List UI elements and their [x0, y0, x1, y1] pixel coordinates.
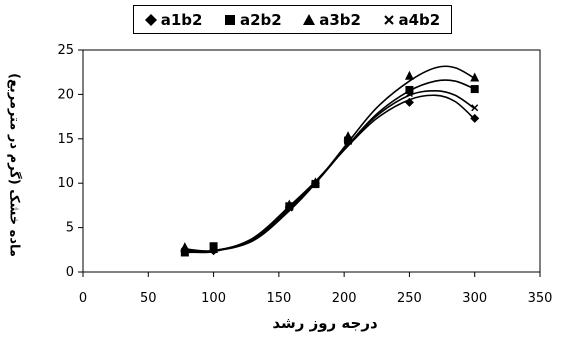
y-axis-label: ماده خشک (گرم در مترمربع) [6, 73, 22, 257]
legend-label-a1b2: a1b2 [160, 10, 203, 29]
legend-entry-a3b2: a3b2 [303, 11, 361, 29]
trendline-a1b2 [184, 94, 476, 254]
legend-entry-a4b2: a4b2 [383, 10, 441, 29]
point-a2b2 [405, 85, 414, 94]
y-tick-label: 5 [66, 221, 74, 236]
point-a1b2 [470, 113, 480, 123]
x-tick-label: 100 [201, 291, 226, 306]
x-marker-icon [383, 14, 394, 25]
point-a4b2 [471, 104, 479, 112]
x-tick-label: 300 [462, 291, 487, 306]
point-a3b2 [209, 243, 219, 253]
trendline-a4b2 [184, 90, 476, 253]
point-a3b2 [310, 177, 320, 187]
point-a3b2 [470, 72, 480, 82]
point-a4b2 [311, 179, 319, 187]
point-a4b2 [210, 246, 218, 254]
y-tick-label: 0 [66, 265, 74, 280]
x-tick-label: 150 [266, 291, 291, 306]
legend-label-a4b2: a4b2 [398, 10, 441, 29]
point-a4b2 [405, 89, 413, 98]
point-a2b2 [180, 248, 189, 257]
legend-label-a3b2: a3b2 [319, 10, 361, 29]
point-a3b2 [404, 70, 414, 80]
y-tick-label: 25 [57, 43, 74, 58]
plot-frame [82, 49, 541, 273]
point-a4b2 [344, 136, 352, 144]
y-axis-label-container: ماده خشک (گرم در مترمربع) [2, 60, 26, 270]
legend: a1b2 a2b2 a3b2 a4b2 [133, 5, 452, 34]
x-tick-label: 0 [79, 291, 87, 306]
y-tick-label: 15 [57, 132, 74, 147]
point-a2b2 [470, 85, 479, 94]
x-tick-label: 50 [140, 291, 157, 306]
point-a4b2 [181, 247, 189, 255]
diamond-marker-icon [144, 13, 157, 26]
legend-label-a2b2: a2b2 [240, 10, 282, 29]
y-tick-label: 10 [57, 176, 74, 191]
point-a1b2 [404, 97, 414, 107]
triangle-marker-icon [303, 13, 316, 25]
x-tick-label: 350 [528, 291, 553, 306]
point-a4b2 [285, 204, 293, 212]
x-tick-label: 250 [397, 291, 422, 306]
trendline-a3b2 [184, 65, 476, 252]
x-tick-label: 200 [332, 291, 357, 306]
legend-entry-a1b2: a1b2 [144, 10, 203, 29]
legend-entry-a2b2: a2b2 [224, 11, 282, 29]
square-marker-icon [225, 14, 235, 25]
y-tick-label: 20 [57, 87, 74, 102]
x-axis-label: درجه روز رشد [272, 314, 378, 332]
